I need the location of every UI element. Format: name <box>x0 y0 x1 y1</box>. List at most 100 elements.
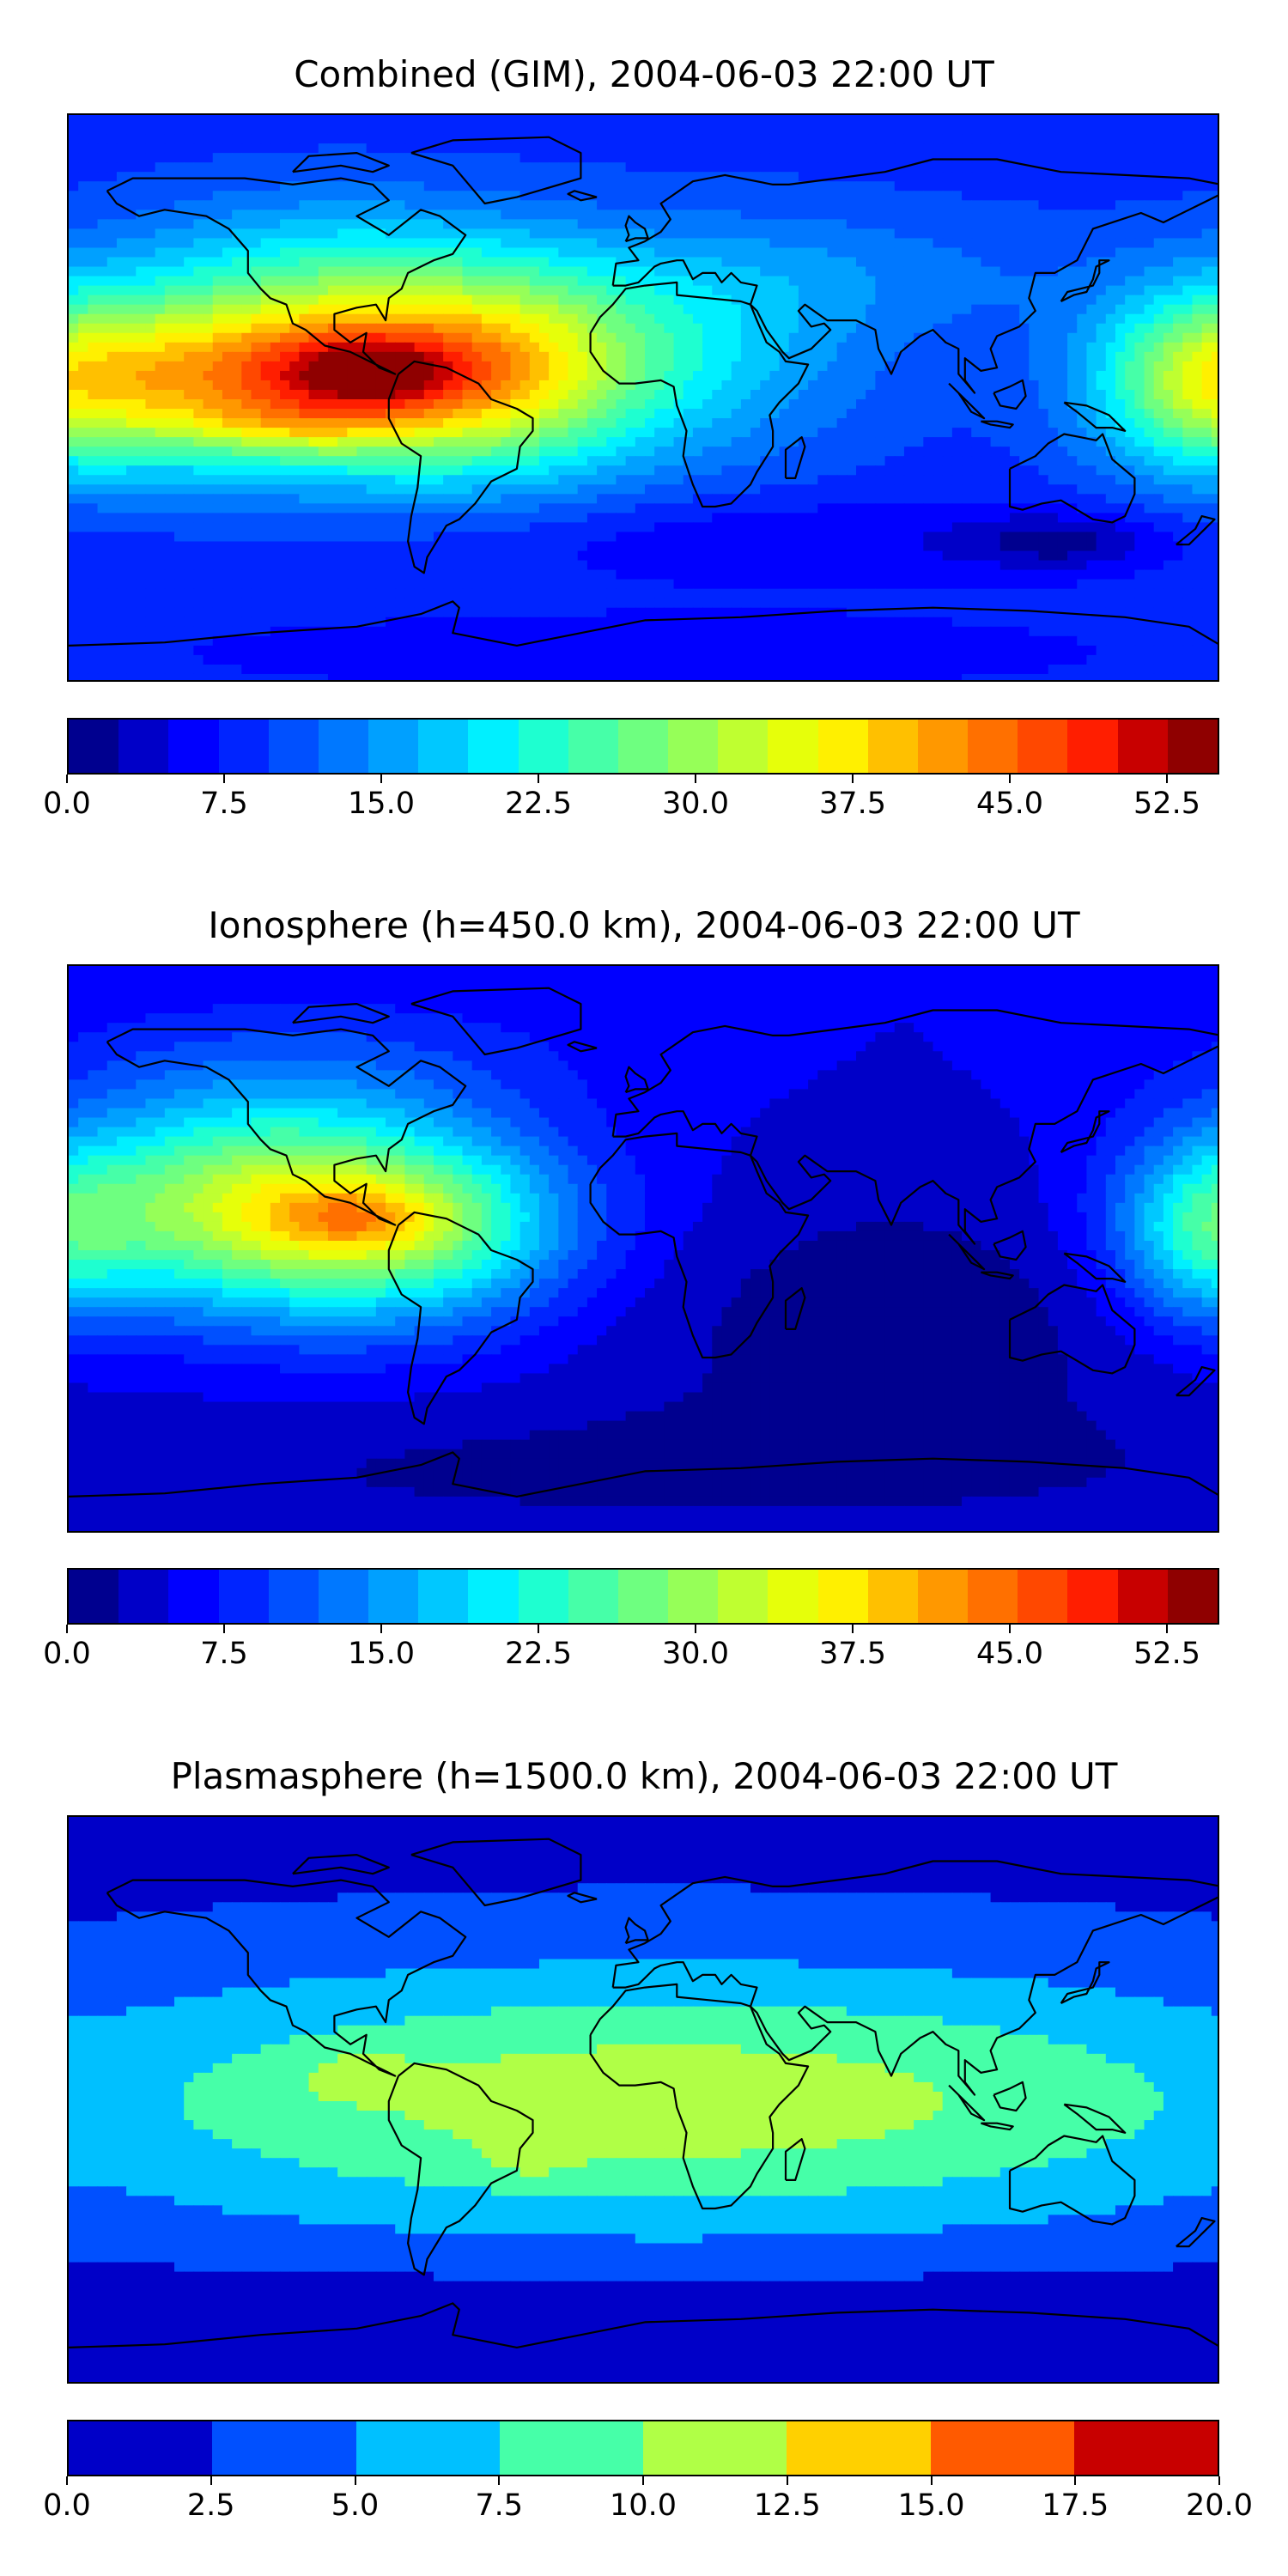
heatmap-cell <box>106 191 118 202</box>
heatmap-cell <box>318 153 329 163</box>
heatmap-cell <box>884 313 896 325</box>
heatmap-cell <box>568 125 579 135</box>
heatmap-cell <box>846 475 857 486</box>
heatmap-cell <box>251 228 262 240</box>
heatmap-cell <box>827 361 838 372</box>
heatmap-cell <box>375 323 386 334</box>
heatmap-cell <box>1153 475 1164 486</box>
heatmap-cell <box>375 172 386 183</box>
heatmap-cell <box>501 238 512 249</box>
heatmap-cell <box>568 351 579 362</box>
heatmap-cell <box>453 418 464 428</box>
heatmap-cell <box>519 313 531 325</box>
heatmap-cell <box>568 228 579 240</box>
heatmap-cell <box>366 172 377 183</box>
heatmap-cell <box>222 503 233 514</box>
heatmap-cell <box>280 342 291 353</box>
heatmap-cell <box>251 503 262 514</box>
heatmap-cell <box>827 465 838 477</box>
heatmap-cell <box>769 125 781 135</box>
heatmap-cell <box>625 447 636 457</box>
heatmap-cell <box>69 503 79 514</box>
heatmap-cell <box>1125 475 1136 486</box>
heatmap-cell <box>914 228 925 240</box>
heatmap-cell <box>491 295 502 306</box>
heatmap-cell <box>471 276 483 287</box>
heatmap-cell <box>817 399 829 410</box>
heatmap-cell <box>817 475 829 486</box>
heatmap-cell <box>423 191 434 202</box>
heatmap-cell <box>347 399 358 410</box>
heatmap-cell <box>1115 219 1126 230</box>
heatmap-cell <box>347 143 358 154</box>
heatmap-cell <box>1134 266 1145 277</box>
heatmap-cell <box>1057 361 1068 372</box>
heatmap-cell <box>145 219 156 230</box>
heatmap-cell <box>241 266 252 277</box>
heatmap-cell <box>597 200 608 211</box>
heatmap-cell <box>241 342 252 353</box>
heatmap-cell <box>193 428 204 438</box>
heatmap-cell <box>875 276 886 287</box>
heatmap-cell <box>453 134 464 144</box>
heatmap-cell <box>212 342 223 353</box>
heatmap-cell <box>443 143 454 154</box>
heatmap-cell <box>597 210 608 221</box>
heatmap-cell <box>1038 313 1049 325</box>
heatmap-cell <box>538 313 550 325</box>
heatmap-cell <box>299 370 310 381</box>
heatmap-cell <box>337 399 349 410</box>
heatmap-cell <box>692 172 703 183</box>
heatmap-cell <box>386 181 397 192</box>
chart-title-combined: Combined (GIM), 2004-06-03 22:00 UT <box>0 53 1288 95</box>
heatmap-cell <box>645 238 655 249</box>
heatmap-cell <box>471 191 483 202</box>
heatmap-cell <box>1096 295 1107 306</box>
heatmap-cell <box>856 295 867 306</box>
heatmap-cell <box>280 399 291 410</box>
heatmap-cell <box>827 247 838 258</box>
heatmap-cell <box>990 465 1001 477</box>
heatmap-cell <box>788 465 799 477</box>
heatmap-cell <box>280 219 291 230</box>
heatmap-cell <box>1086 475 1097 486</box>
heatmap-cell <box>798 143 809 154</box>
heatmap-cell <box>558 172 569 183</box>
heatmap-cell <box>443 162 454 173</box>
heatmap-cell <box>453 162 464 173</box>
heatmap-cell <box>519 428 531 438</box>
heatmap-cell <box>683 125 694 135</box>
heatmap-cell <box>1125 125 1136 135</box>
heatmap-cell <box>894 447 905 457</box>
heatmap-cell <box>923 370 934 381</box>
heatmap-cell <box>1192 342 1203 353</box>
heatmap-cell <box>212 494 223 505</box>
heatmap-cell <box>260 342 271 353</box>
heatmap-cell <box>788 125 799 135</box>
heatmap-cell <box>731 332 742 343</box>
heatmap-cell <box>1134 456 1145 467</box>
heatmap-cell <box>586 115 598 125</box>
heatmap-cell <box>798 257 809 268</box>
heatmap-cell <box>558 428 569 438</box>
heatmap-cell <box>222 276 233 287</box>
heatmap-cell <box>471 238 483 249</box>
heatmap-cell <box>299 332 310 343</box>
heatmap-cell <box>251 172 262 183</box>
heatmap-cell <box>568 465 579 477</box>
heatmap-cell <box>423 409 434 419</box>
heatmap-cells <box>69 115 1218 680</box>
heatmap-cell <box>597 456 608 467</box>
heatmap-cell <box>866 162 877 173</box>
heatmap-cell <box>299 380 310 391</box>
heatmap-cell <box>981 238 992 249</box>
heatmap-cell <box>1029 351 1040 362</box>
heatmap-cell <box>260 370 271 381</box>
heatmap-cell <box>404 134 416 144</box>
heatmap-cell <box>116 134 127 144</box>
heatmap-cell <box>597 295 608 306</box>
heatmap-cell <box>136 323 147 334</box>
heatmap-cell <box>654 465 665 477</box>
heatmap-cell <box>433 418 444 428</box>
heatmap-cell <box>251 313 262 325</box>
